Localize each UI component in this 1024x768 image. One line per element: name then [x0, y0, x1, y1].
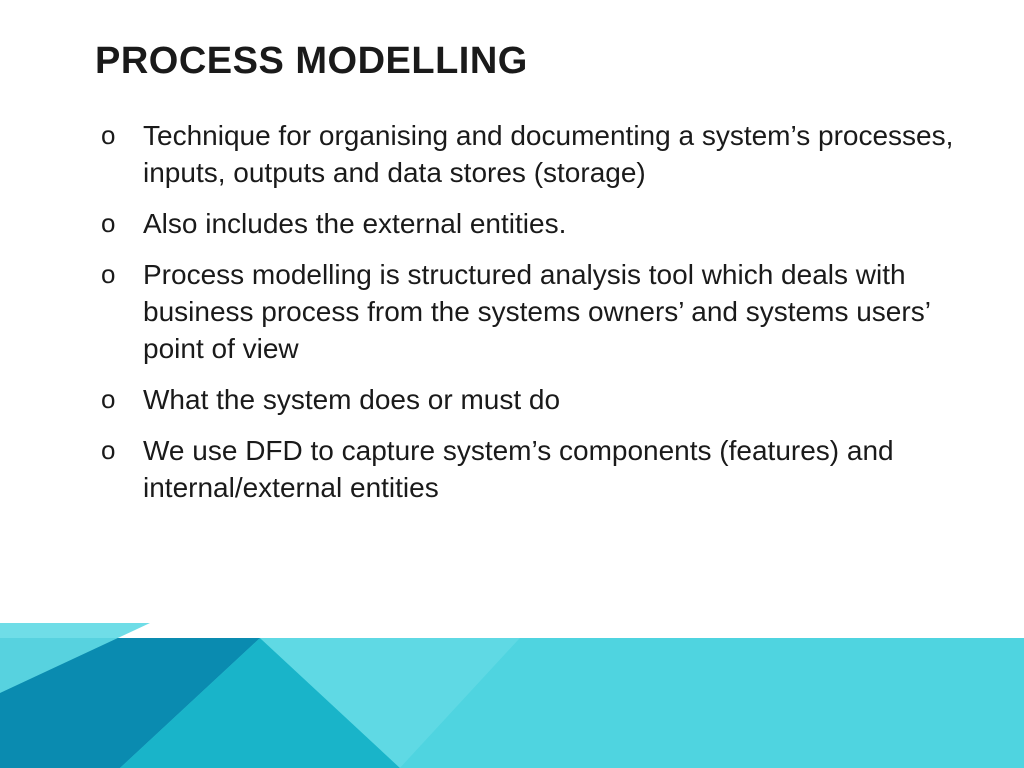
list-item: o Process modelling is structured analys…	[95, 257, 964, 368]
triangles-icon	[0, 598, 1024, 768]
slide-body: o Technique for organising and documenti…	[95, 118, 964, 521]
list-item: o Technique for organising and documenti…	[95, 118, 964, 192]
slide-title: PROCESS MODELLING	[95, 40, 528, 83]
list-item: o We use DFD to capture system’s compone…	[95, 433, 964, 507]
bullet-text: Technique for organising and documenting…	[143, 118, 964, 192]
bullet-text: We use DFD to capture system’s component…	[143, 433, 964, 507]
bullet-marker: o	[95, 206, 143, 240]
list-item: o Also includes the external entities.	[95, 206, 964, 243]
bullet-marker: o	[95, 118, 143, 152]
bullet-marker: o	[95, 382, 143, 416]
footer-graphic	[0, 598, 1024, 768]
bullet-marker: o	[95, 433, 143, 467]
list-item: o What the system does or must do	[95, 382, 964, 419]
bullet-text: Process modelling is structured analysis…	[143, 257, 964, 368]
bullet-marker: o	[95, 257, 143, 291]
bullet-text: What the system does or must do	[143, 382, 964, 419]
bullet-text: Also includes the external entities.	[143, 206, 964, 243]
slide: PROCESS MODELLING o Technique for organi…	[0, 0, 1024, 768]
